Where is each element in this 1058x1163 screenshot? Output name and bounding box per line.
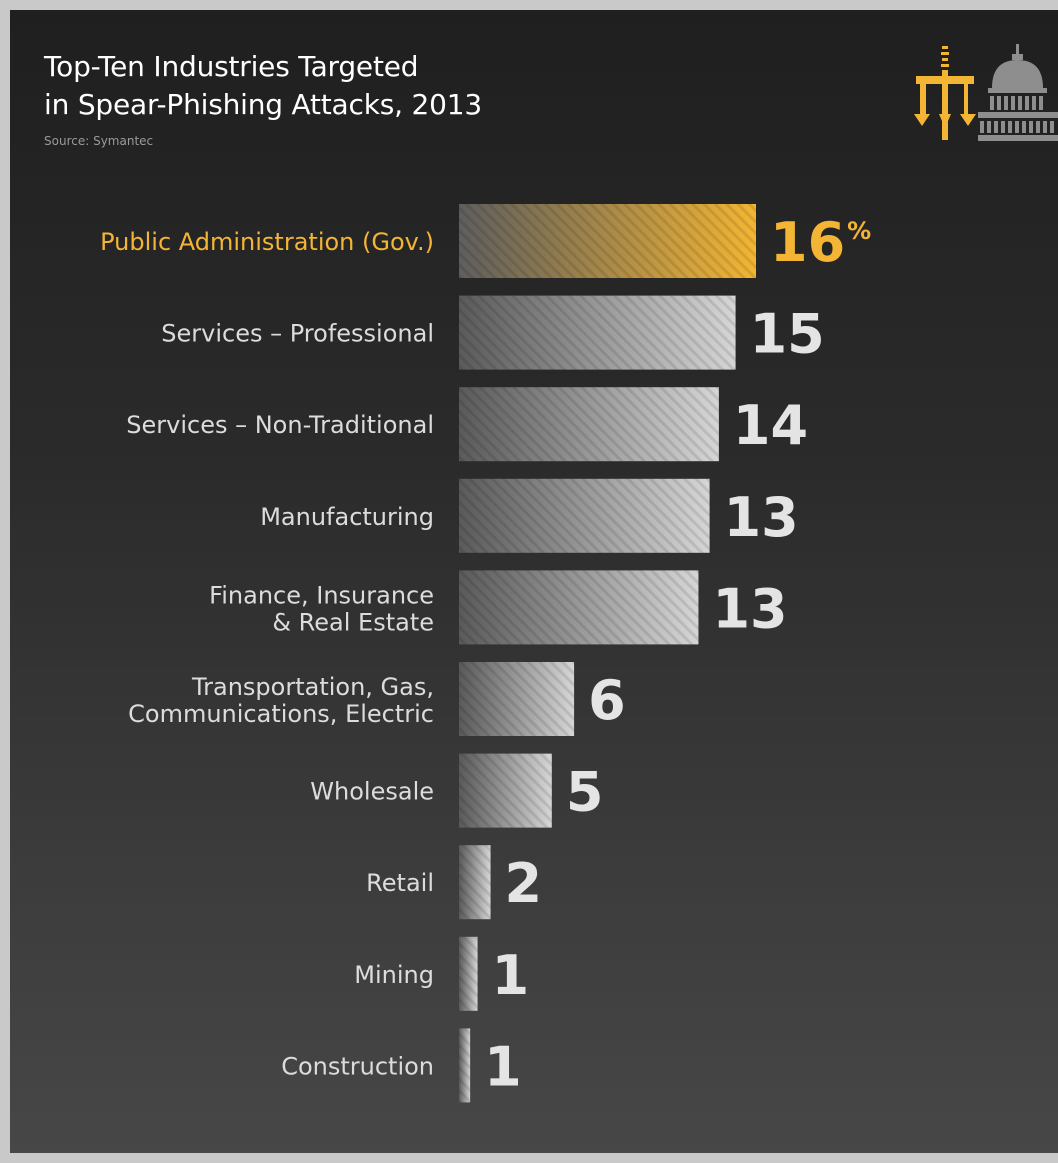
category-label-2: Services – Non-Traditional xyxy=(126,411,434,439)
bar-texture-2 xyxy=(459,387,719,462)
bar-texture-1 xyxy=(459,295,736,370)
bar-texture-4 xyxy=(459,570,699,645)
value-label-1: 15 xyxy=(750,303,825,366)
title-line-2: in Spear-Phishing Attacks, 2013 xyxy=(44,88,482,121)
chart-panel: Top-Ten Industries Targeted in Spear-Phi… xyxy=(10,10,1058,1153)
value-label-7: 2 xyxy=(505,852,543,915)
value-label-0: 16% xyxy=(770,211,871,274)
bar-texture-7 xyxy=(459,845,491,920)
category-label-9: Construction xyxy=(281,1052,434,1080)
value-label-3: 13 xyxy=(724,486,799,549)
title-line-1: Top-Ten Industries Targeted xyxy=(44,50,419,83)
bar-texture-3 xyxy=(459,478,710,553)
value-label-2: 14 xyxy=(733,394,808,457)
capitol-dome-icon xyxy=(978,44,1058,141)
value-label-5: 6 xyxy=(588,669,626,732)
category-label-6: Wholesale xyxy=(310,778,434,806)
value-label-9: 1 xyxy=(484,1035,522,1098)
category-label-3: Manufacturing xyxy=(260,503,434,531)
category-label-4: Finance, Insurance & Real Estate xyxy=(209,581,434,636)
category-label-8: Mining xyxy=(354,961,434,989)
category-label-5: Transportation, Gas, Communications, Elec… xyxy=(128,673,434,728)
category-label-1: Services – Professional xyxy=(161,320,434,348)
value-label-6: 5 xyxy=(566,761,604,824)
category-label-0: Public Administration (Gov.) xyxy=(100,228,434,256)
bar-texture-0 xyxy=(459,204,756,278)
trident-icon xyxy=(914,46,976,140)
value-label-4: 13 xyxy=(712,577,787,640)
bar-texture-6 xyxy=(459,753,552,828)
bar-texture-9 xyxy=(459,1028,471,1103)
bar-chart: Public Administration (Gov.) 16% Services … xyxy=(100,204,871,1103)
category-label-7: Retail xyxy=(366,869,434,897)
chart-title: Top-Ten Industries Targeted in Spear-Phi… xyxy=(44,48,482,124)
bar-texture-5 xyxy=(459,662,575,736)
bottom-border xyxy=(0,1153,1058,1163)
value-label-8: 1 xyxy=(492,944,530,1007)
source-note: Source: Symantec xyxy=(44,134,154,148)
bar-texture-8 xyxy=(459,936,478,1011)
logo xyxy=(914,44,1058,141)
